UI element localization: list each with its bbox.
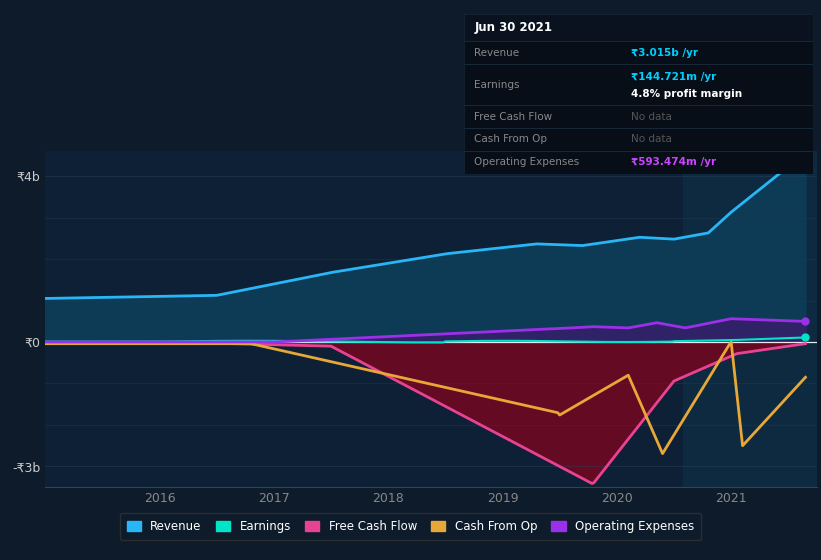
Bar (464, 105, 813, 128)
Text: Cash From Op: Cash From Op (475, 134, 548, 144)
Text: No data: No data (631, 111, 672, 122)
Bar (464, 64, 813, 105)
Bar (464, 14, 813, 41)
Text: Revenue: Revenue (475, 48, 520, 58)
Text: Earnings: Earnings (475, 80, 520, 90)
Bar (683, 151, 817, 487)
Text: Operating Expenses: Operating Expenses (475, 157, 580, 167)
Text: ₹593.474m /yr: ₹593.474m /yr (631, 157, 717, 167)
Legend: Revenue, Earnings, Free Cash Flow, Cash From Op, Operating Expenses: Revenue, Earnings, Free Cash Flow, Cash … (120, 513, 701, 540)
Text: ₹144.721m /yr: ₹144.721m /yr (631, 72, 717, 82)
Text: 4.8% profit margin: 4.8% profit margin (631, 88, 742, 99)
Text: No data: No data (631, 134, 672, 144)
Bar (464, 128, 813, 151)
Text: Free Cash Flow: Free Cash Flow (475, 111, 553, 122)
Text: ₹3.015b /yr: ₹3.015b /yr (631, 48, 699, 58)
Bar (464, 151, 813, 174)
Bar (464, 41, 813, 64)
Text: Jun 30 2021: Jun 30 2021 (475, 21, 553, 34)
